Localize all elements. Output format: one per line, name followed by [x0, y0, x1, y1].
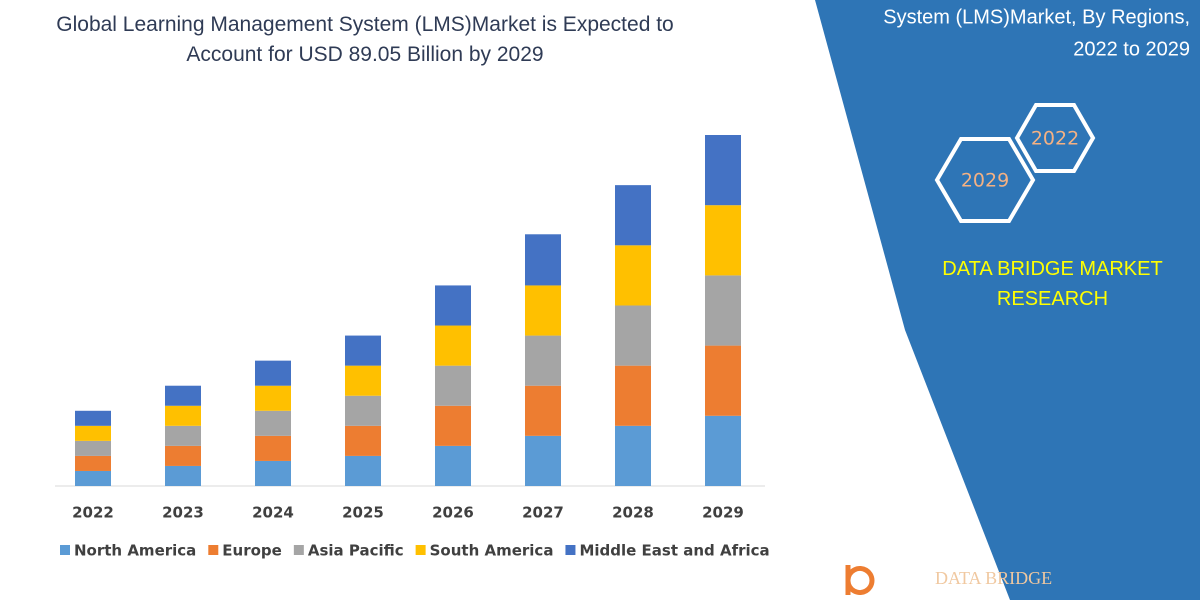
bar-segment — [255, 435, 291, 461]
legend-swatch — [415, 545, 426, 555]
bar-segment — [615, 245, 651, 306]
bar-segment — [75, 410, 111, 426]
bar-segment — [615, 305, 651, 366]
bar-segment — [525, 234, 561, 286]
hexagon — [934, 137, 1036, 223]
bar-segment — [255, 385, 291, 411]
bar-segment — [435, 445, 471, 486]
bar-segment — [255, 410, 291, 436]
bar-segment — [165, 445, 201, 466]
bar-segment — [255, 460, 291, 486]
hexagon-label: 2022 — [1031, 128, 1079, 150]
panel-heading: System (LMS)Market, By Regions, — [883, 6, 1190, 28]
brand: DATA BRIDGE MARKET RESEARCH — [942, 258, 1163, 310]
x-tick-label: 2023 — [162, 504, 204, 522]
legend-label: Asia Pacific — [308, 542, 404, 560]
bar-segment — [705, 415, 741, 486]
bar-segment — [75, 440, 111, 456]
logo-icon — [845, 565, 875, 595]
bar-segment — [435, 285, 471, 326]
bar-segment — [345, 335, 381, 366]
legend-swatch — [208, 545, 219, 555]
bar-segment — [75, 425, 111, 441]
bar-segment — [345, 365, 381, 396]
bar-segment — [75, 455, 111, 471]
bar-segment — [165, 425, 201, 446]
x-tick-label: 2028 — [612, 504, 654, 522]
x-tick-label: 2022 — [72, 504, 114, 522]
side-panel — [815, 0, 1200, 600]
legend-swatch — [565, 545, 576, 555]
bar-segment — [525, 335, 561, 386]
bar-segment — [705, 205, 741, 276]
logo-text: DATA BRIDGE — [935, 568, 1052, 588]
legend-label: Europe — [222, 542, 282, 560]
bar-segment — [165, 385, 201, 406]
bar-segment — [435, 365, 471, 406]
bar-segment — [705, 275, 741, 346]
panel-heading: 2022 to 2029 — [1073, 38, 1190, 60]
bar-segment — [615, 185, 651, 246]
chart-title: Global Learning Management System (LMS)M… — [56, 13, 674, 66]
bar-segment — [615, 425, 651, 486]
legend-label: Middle East and Africa — [579, 542, 769, 560]
x-tick-label: 2025 — [342, 504, 384, 522]
bar-segment — [345, 395, 381, 426]
bar-segment — [75, 470, 111, 486]
bar-segment — [615, 365, 651, 426]
bar-segment — [165, 405, 201, 426]
bar-segment — [255, 360, 291, 386]
bar-segment — [705, 135, 741, 206]
bar-segment — [165, 465, 201, 486]
hexagon — [1014, 103, 1096, 173]
legend-swatch — [60, 545, 70, 555]
legend-label: North America — [74, 542, 196, 560]
legend-swatch — [293, 545, 304, 555]
x-tick-label: 2026 — [432, 504, 474, 522]
x-tick-label: 2029 — [702, 504, 744, 522]
bar-segment — [525, 435, 561, 486]
bar-segment — [705, 345, 741, 416]
bar-segment — [525, 385, 561, 436]
x-tick-label: 2024 — [252, 504, 294, 522]
bar-segment — [525, 285, 561, 336]
legend-label: South America — [430, 542, 554, 560]
bar-segment — [435, 325, 471, 366]
bar-segment — [435, 405, 471, 446]
x-tick-label: 2027 — [522, 504, 564, 522]
bar-segment — [345, 425, 381, 456]
bar-segment — [345, 455, 381, 486]
hexagon-label: 2029 — [961, 170, 1009, 192]
